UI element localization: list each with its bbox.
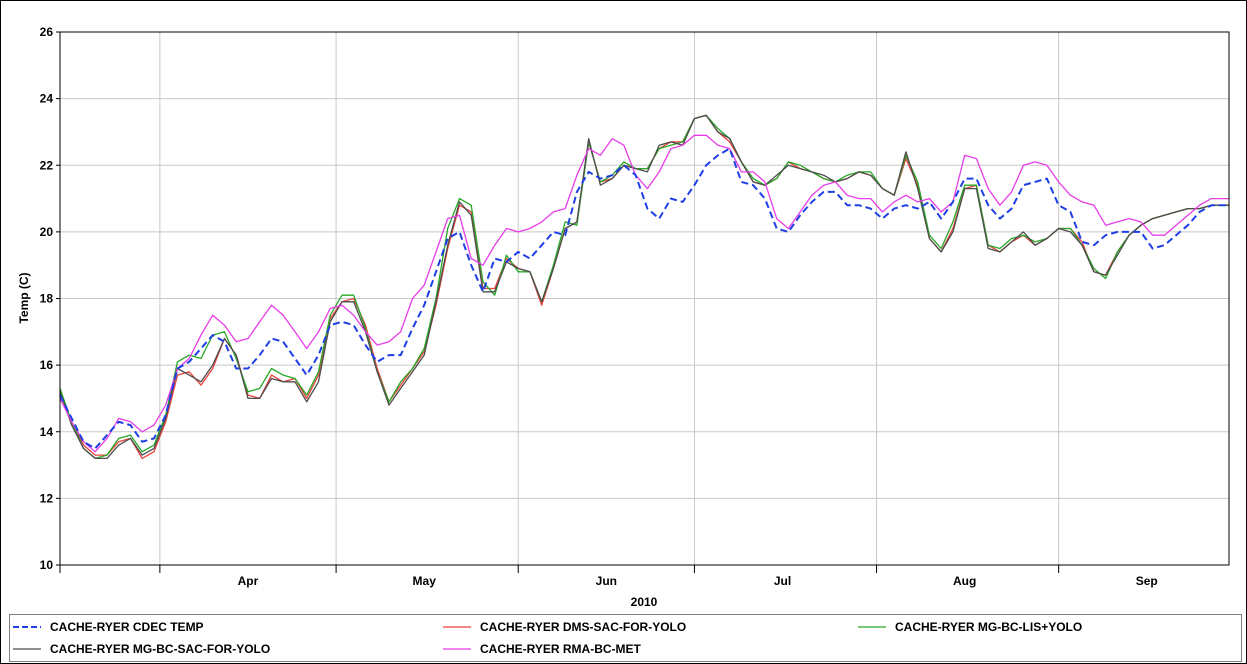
legend-item-5: CACHE-RYER RMA-BC-MET — [442, 639, 641, 659]
legend-label: CACHE-RYER DMS-SAC-FOR-YOLO — [480, 620, 687, 634]
y-tick-label: 24 — [40, 92, 54, 106]
time-series-chart: 10 12 14 16 18 20 22 24 26 Apr May Jun Jul Aug Sep Te… — [17, 25, 1230, 609]
y-tick-label: 26 — [40, 25, 54, 39]
legend-label: CACHE-RYER MG-BC-LIS+YOLO — [895, 620, 1083, 634]
legend-swatch — [443, 626, 471, 628]
y-tick-label: 14 — [40, 425, 54, 439]
x-tick-label: Aug — [953, 574, 976, 588]
y-tick-label: 10 — [40, 558, 54, 572]
y-tick-label: 22 — [40, 158, 54, 172]
legend-swatch — [443, 648, 471, 650]
x-tick-label: Jun — [596, 574, 617, 588]
legend-swatch — [858, 626, 886, 628]
legend-item-3: CACHE-RYER MG-BC-LIS+YOLO — [857, 617, 1082, 637]
x-tick-label: Apr — [238, 574, 259, 588]
x-axis-label: 2010 — [631, 595, 658, 609]
legend-item-1: CACHE-RYER CDEC TEMP — [12, 617, 204, 637]
y-tick-label: 16 — [40, 358, 54, 372]
x-tick-label: Sep — [1136, 574, 1158, 588]
series-line-3 — [59, 114, 1229, 460]
legend-swatch — [13, 648, 41, 650]
legend-label: CACHE-RYER RMA-BC-MET — [480, 642, 641, 656]
legend-label: CACHE-RYER CDEC TEMP — [50, 620, 204, 634]
legend: CACHE-RYER CDEC TEMP CACHE-RYER DMS-SAC-F… — [9, 614, 1242, 662]
y-axis-ticks: 10 12 14 16 18 20 22 24 26 — [40, 25, 60, 572]
series-layer — [59, 114, 1229, 460]
y-tick-label: 20 — [40, 225, 54, 239]
legend-swatch — [13, 626, 41, 628]
x-tick-label: Jul — [774, 574, 791, 588]
legend-label: CACHE-RYER MG-BC-SAC-FOR-YOLO — [50, 642, 271, 656]
series-line-5 — [59, 134, 1229, 453]
y-axis-label: Temp (C) — [17, 272, 31, 323]
y-tick-label: 18 — [40, 292, 54, 306]
legend-item-4: CACHE-RYER MG-BC-SAC-FOR-YOLO — [12, 639, 270, 659]
series-line-1 — [59, 147, 1229, 450]
legend-item-2: CACHE-RYER DMS-SAC-FOR-YOLO — [442, 617, 686, 637]
series-line-4 — [59, 114, 1229, 460]
x-axis-ticks: Apr May Jun Jul Aug Sep — [59, 565, 1158, 588]
x-tick-label: May — [413, 574, 437, 588]
y-tick-label: 12 — [40, 491, 54, 505]
